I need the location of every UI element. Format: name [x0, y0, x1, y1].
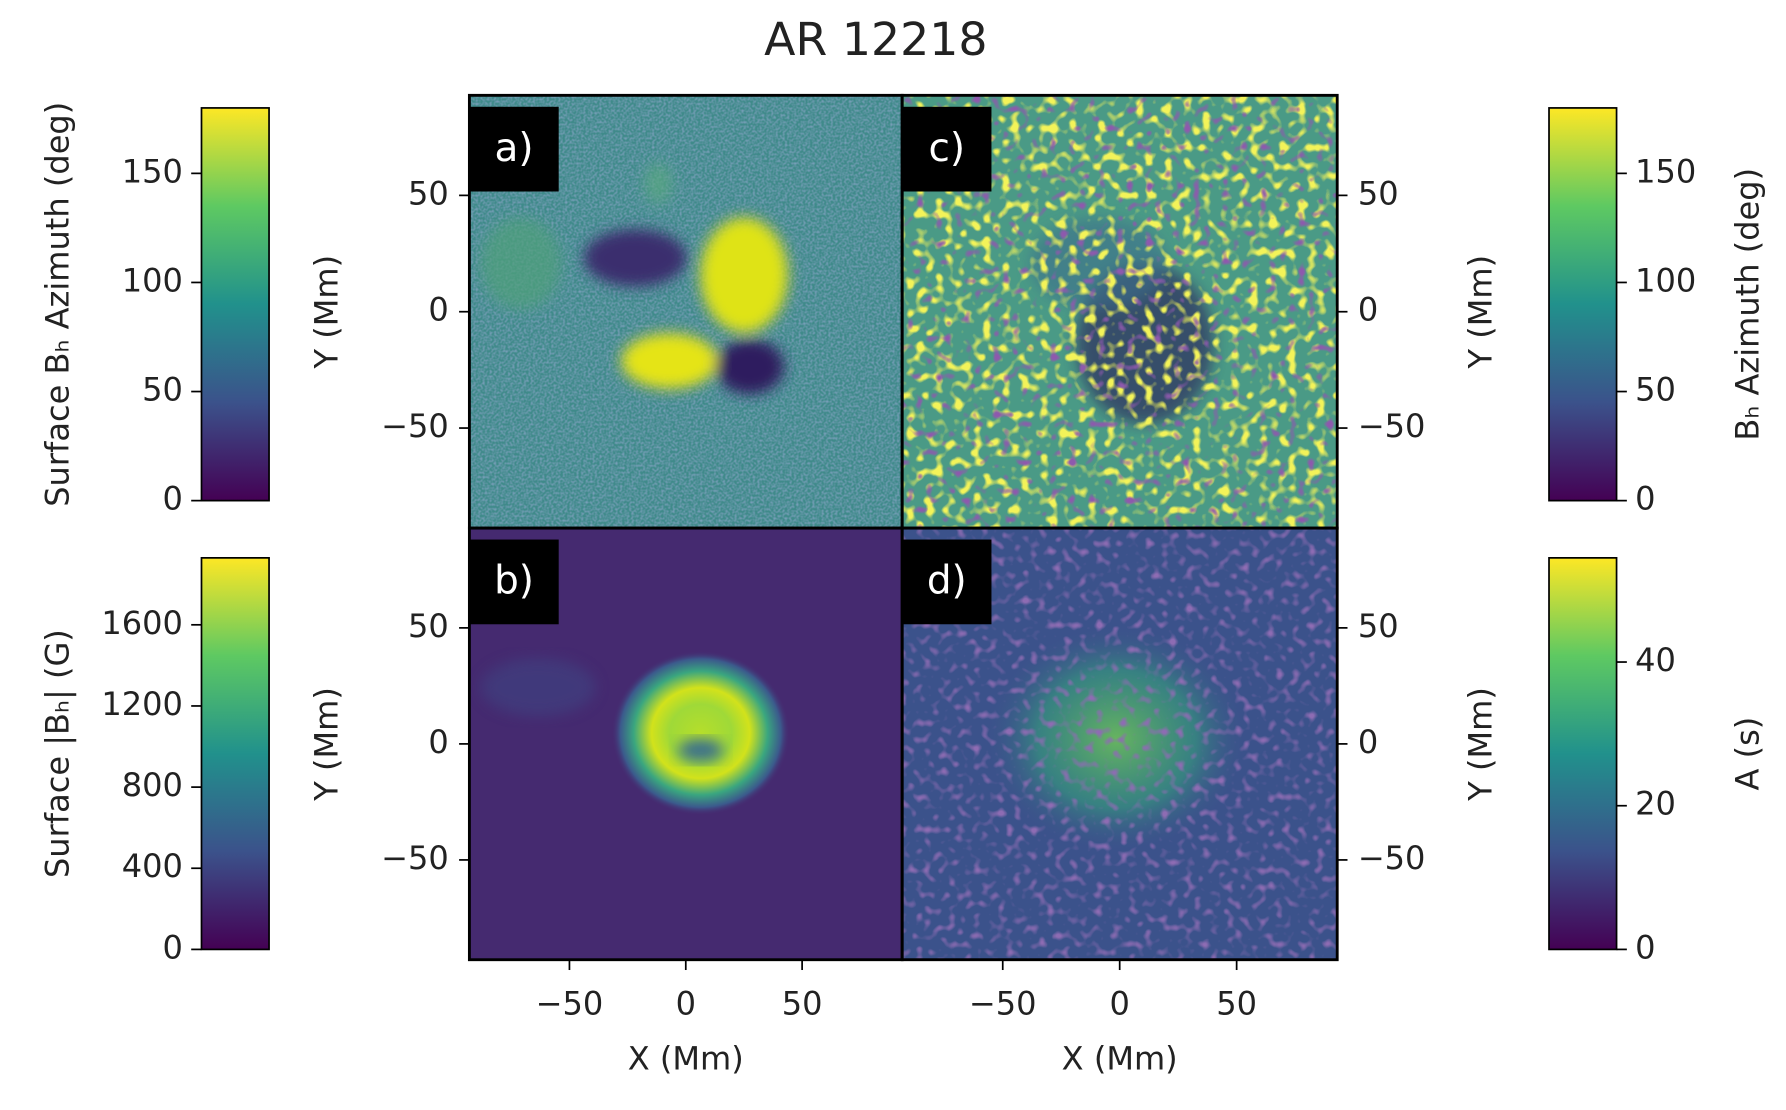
y-tick-label: −50	[381, 839, 449, 877]
panel-label: c)	[929, 126, 966, 171]
y-tick-label: 50	[408, 174, 449, 212]
panel-label-box	[902, 539, 992, 625]
y-tick-label: 0	[1358, 723, 1378, 761]
panel-label: b)	[494, 559, 534, 604]
panel-label-box	[902, 106, 992, 192]
colorbar	[200, 107, 270, 502]
y-tick-label: −50	[381, 407, 449, 445]
colorbar-tick-label: 800	[122, 766, 183, 804]
x-tick-label: 0	[676, 985, 696, 1023]
x-tick-label: −50	[969, 985, 1037, 1023]
colorbar-tick-label: 100	[122, 261, 183, 299]
colorbar	[200, 557, 270, 951]
panel-label-box	[469, 539, 559, 625]
x-tick-label: 50	[1216, 985, 1257, 1023]
colorbar-label: Bₕ Azimuth (deg)	[1728, 168, 1766, 441]
colorbar-tick-label: 0	[1635, 928, 1655, 966]
panel-label: a)	[495, 126, 534, 171]
colorbar	[1548, 557, 1618, 951]
x-axis-label: X (Mm)	[1062, 1039, 1178, 1077]
x-tick-label: 50	[782, 985, 823, 1023]
colorbar-tick-label: 20	[1635, 785, 1676, 823]
y-tick-label: 0	[1358, 291, 1378, 329]
y-tick-label: 50	[1358, 174, 1399, 212]
colorbar-tick-label: 1200	[101, 685, 183, 723]
y-axis-label: Y (Mm)	[308, 255, 346, 370]
colorbar-tick-label: 400	[122, 847, 183, 885]
panel-label: d)	[927, 559, 967, 604]
y-tick-label: −50	[1358, 407, 1426, 445]
colorbar	[1548, 107, 1618, 502]
x-tick-label: 0	[1109, 985, 1129, 1023]
colorbar-tick-label: 150	[122, 152, 183, 190]
colorbar-label: Surface |Bₕ| (G)	[39, 629, 77, 878]
y-tick-label: 0	[428, 723, 448, 761]
figure-title: AR 12218	[764, 12, 987, 66]
colorbar-tick-label: 50	[142, 371, 183, 409]
x-axis-label: X (Mm)	[628, 1039, 744, 1077]
y-tick-label: 0	[428, 291, 448, 329]
colorbar-tick-label: 150	[1635, 152, 1696, 190]
y-tick-label: 50	[1358, 607, 1399, 645]
colorbar-tick-label: 0	[163, 480, 183, 518]
panel-label-box	[469, 106, 559, 192]
x-tick-label: −50	[536, 985, 604, 1023]
colorbar-label: A (s)	[1728, 717, 1766, 791]
colorbar-tick-label: 0	[163, 928, 183, 966]
y-axis-label: Y (Mm)	[1462, 255, 1500, 370]
y-tick-label: −50	[1358, 839, 1426, 877]
y-axis-label: Y (Mm)	[308, 687, 346, 802]
colorbar-tick-label: 0	[1635, 480, 1655, 518]
colorbar-tick-label: 40	[1635, 641, 1676, 679]
y-axis-label: Y (Mm)	[1462, 687, 1500, 802]
colorbar-tick-label: 1600	[101, 604, 183, 642]
colorbar-tick-label: 100	[1635, 261, 1696, 299]
y-tick-label: 50	[408, 607, 449, 645]
colorbar-label: Surface Bₕ Azimuth (deg)	[39, 102, 77, 507]
colorbar-tick-label: 50	[1635, 371, 1676, 409]
